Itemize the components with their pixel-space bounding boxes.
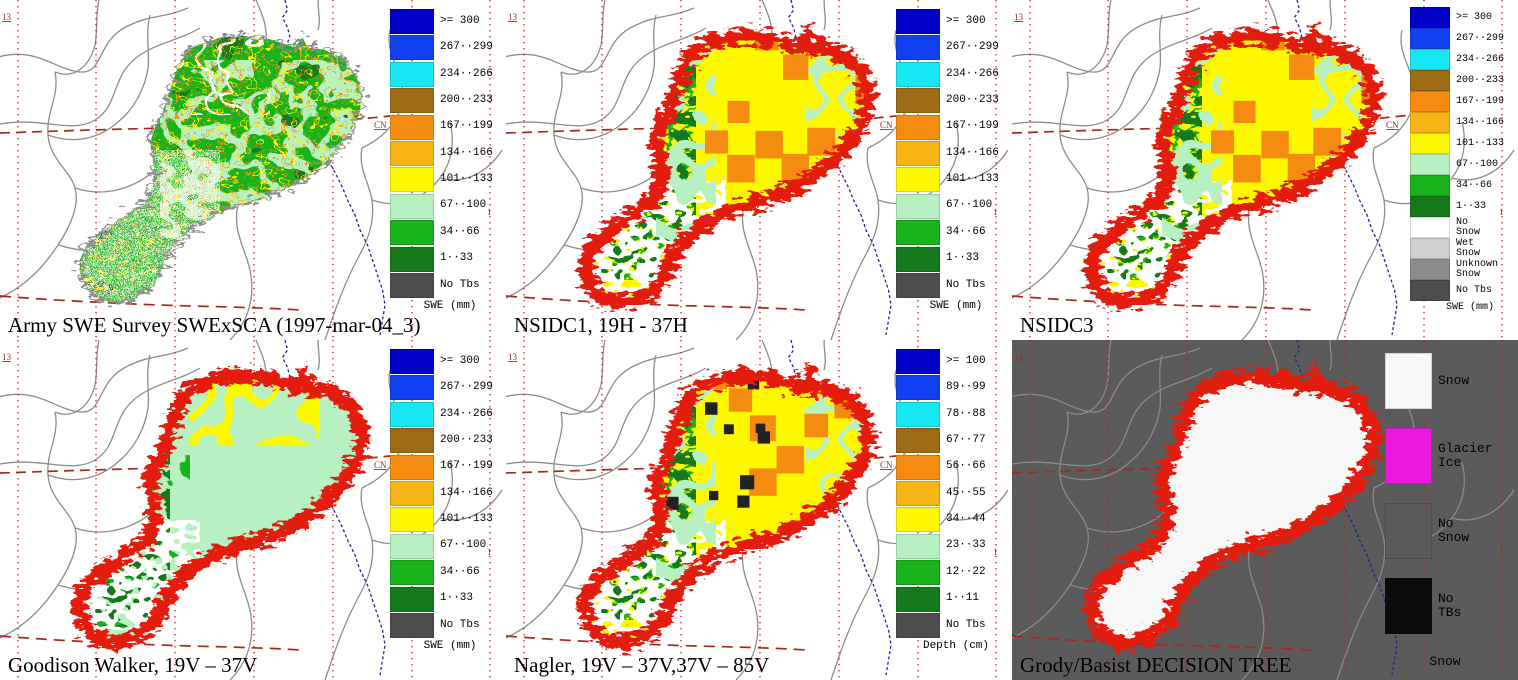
- svg-text:13: 13: [508, 12, 518, 22]
- svg-text:13: 13: [1014, 12, 1024, 22]
- svg-text:13: 13: [1014, 352, 1024, 362]
- svg-text:CN: CN: [1386, 120, 1399, 130]
- svg-text:CN: CN: [374, 460, 387, 470]
- svg-text:13: 13: [2, 352, 12, 362]
- svg-text:CN: CN: [880, 120, 893, 130]
- svg-text:CN: CN: [880, 460, 893, 470]
- svg-text:13: 13: [508, 352, 518, 362]
- svg-text:13: 13: [2, 12, 12, 22]
- svg-text:CN: CN: [374, 120, 387, 130]
